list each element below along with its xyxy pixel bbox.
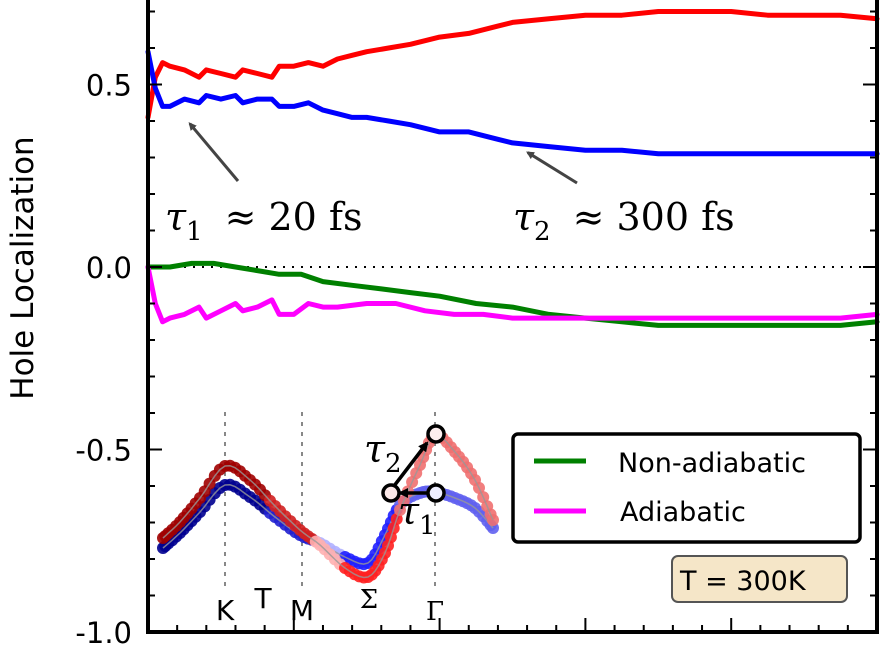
inset-state-marker xyxy=(426,483,446,503)
legend-frame xyxy=(511,432,862,544)
y-tick-labels: 0.5 0.0 -0.5 -1.0 xyxy=(75,69,132,651)
inset-k-label: K xyxy=(216,594,235,627)
series-line-valley-population-blue xyxy=(145,49,880,157)
y-axis-label: Hole Localization xyxy=(5,136,41,399)
inset-tau2-label: τ2 xyxy=(364,427,402,479)
annotation-tau2-label: τ2 ≈ 300 fs xyxy=(513,195,735,247)
annotation-tau1-label: τ1 ≈ 20 fs xyxy=(165,195,363,247)
y-tick-label: 0.5 xyxy=(86,69,132,103)
annotation-arrow-1 xyxy=(188,122,240,182)
series-line-valley-population-red xyxy=(145,9,880,120)
temperature-box-frame xyxy=(671,555,848,603)
axes xyxy=(146,0,879,634)
annotation-layer: τ1 ≈ 20 fs τ2 ≈ 300 fs xyxy=(165,122,735,247)
annotation-arrow-2 xyxy=(526,151,578,185)
series-layer xyxy=(145,9,880,328)
legend-label-adiabatic: Adiabatic xyxy=(620,497,746,528)
legend-label-non-adiabatic: Non-adiabatic xyxy=(618,448,806,479)
y-tick-label: 0.0 xyxy=(86,251,132,285)
legend: Non-adiabatic Adiabatic xyxy=(511,432,862,544)
inset-state-marker xyxy=(381,483,401,503)
inset-k-label: T xyxy=(253,582,272,615)
series-line-non-adiabatic xyxy=(145,260,880,328)
temperature-label: T = 300K xyxy=(679,566,807,597)
y-tick-label: -1.0 xyxy=(75,616,132,650)
inset-k-label: Σ xyxy=(360,585,378,615)
temperature-box: T = 300K xyxy=(671,555,848,603)
y-tick-label: -0.5 xyxy=(75,434,132,468)
inset-k-label: Γ xyxy=(426,597,444,627)
inset-tau1-label: τ1 xyxy=(398,489,436,541)
inset-state-marker xyxy=(426,424,446,444)
series-line-adiabatic xyxy=(145,264,880,325)
inset-tau2-arrow xyxy=(392,441,429,488)
